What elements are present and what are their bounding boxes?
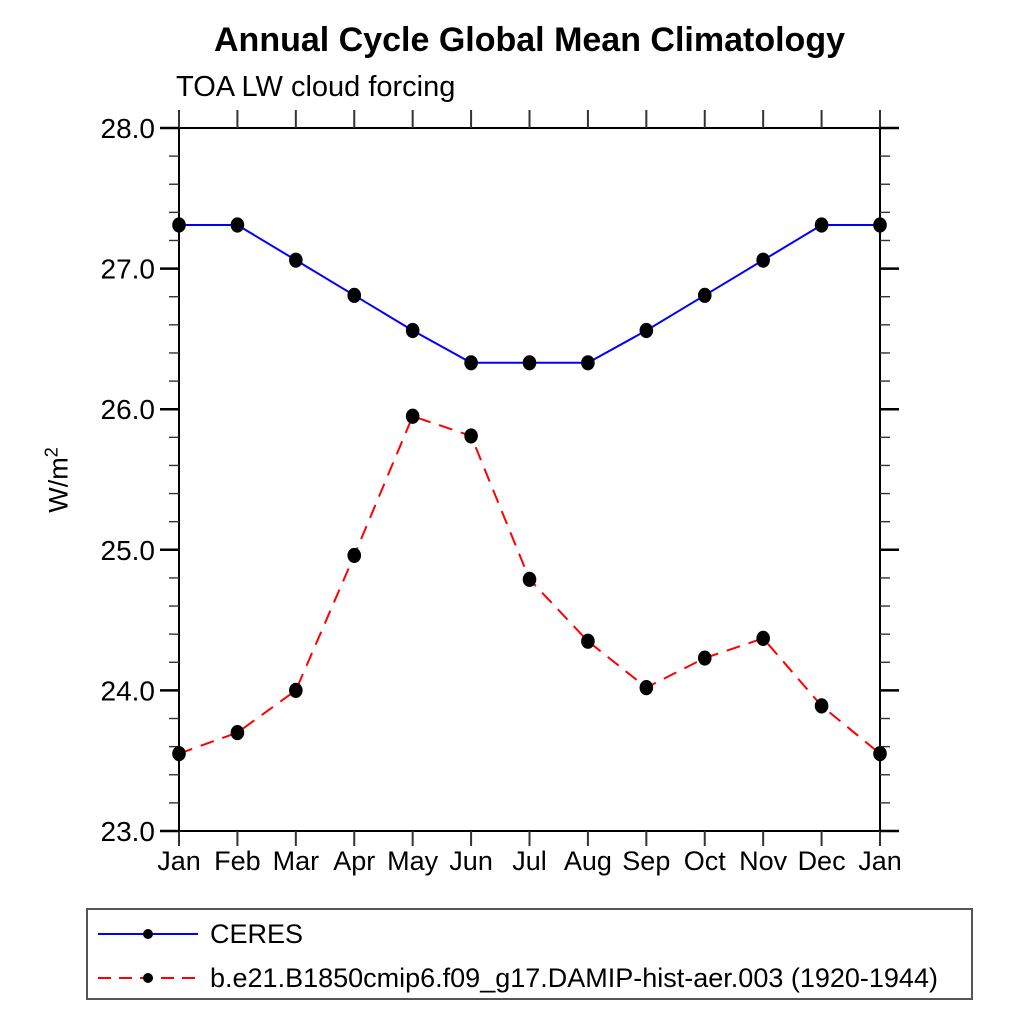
x-tick-label: Dec — [798, 846, 846, 876]
legend-sample-marker — [143, 929, 153, 939]
ceres-line — [179, 224, 880, 364]
x-tick-label: May — [387, 846, 439, 876]
model-line-sample — [98, 973, 198, 983]
y-tick-label: 23.0 — [101, 816, 156, 847]
data-point-marker — [405, 408, 420, 424]
data-point-marker — [639, 322, 654, 339]
data-point-marker — [581, 633, 595, 649]
legend-label-ceres: CERES — [210, 918, 304, 949]
x-tick-label: Apr — [333, 846, 375, 876]
data-point-marker — [464, 428, 478, 444]
x-tick-label: Mar — [273, 846, 320, 876]
data-point-marker — [581, 355, 595, 371]
y-tick-label: 25.0 — [101, 535, 156, 566]
data-point-marker — [639, 679, 654, 696]
y-tick-label: 27.0 — [101, 254, 156, 285]
chart-subtitle: TOA LW cloud forcing — [176, 71, 456, 103]
data-point-marker — [873, 217, 887, 233]
data-point-marker — [464, 355, 478, 371]
x-tick-label: Jan — [858, 846, 902, 876]
legend: CERES b.e21.B1850cmip6.f09_g17.DAMIP-his… — [86, 908, 973, 1000]
data-point-marker — [873, 746, 887, 762]
legend-label-model: b.e21.B1850cmip6.f09_g17.DAMIP-hist-aer.… — [210, 962, 938, 993]
x-tick-label: Feb — [214, 846, 261, 876]
y-tick-label: 26.0 — [101, 394, 156, 425]
data-point-marker — [522, 571, 537, 587]
plot-frame — [178, 127, 881, 832]
data-point-marker — [172, 746, 186, 762]
data-point-marker — [814, 217, 829, 233]
data-point-marker — [756, 630, 770, 646]
y-tick-label: 28.0 — [101, 113, 156, 144]
x-tick-label: Aug — [564, 846, 612, 876]
data-point-marker — [172, 217, 186, 233]
data-point-marker — [347, 547, 362, 564]
x-tick-label: Oct — [684, 846, 727, 876]
data-point-marker — [289, 682, 303, 699]
legend-row-ceres: CERES — [88, 912, 971, 956]
data-point-marker — [289, 252, 303, 268]
data-point-marker — [522, 355, 537, 371]
x-tick-label: Jan — [157, 846, 201, 876]
data-point-marker — [697, 287, 712, 303]
x-tick-label: Sep — [622, 846, 670, 876]
data-point-marker — [230, 217, 245, 233]
chart-title: Annual Cycle Global Mean Climatology — [214, 21, 845, 59]
data-point-marker — [814, 698, 829, 714]
legend-sample-marker — [143, 973, 153, 983]
data-point-marker — [230, 724, 245, 741]
data-point-marker — [405, 322, 420, 339]
x-tick-label: Jul — [512, 846, 547, 876]
x-tick-label: Jun — [449, 846, 493, 876]
data-point-marker — [697, 650, 712, 666]
ceres-line-sample — [98, 929, 198, 939]
x-tick-label: Nov — [739, 846, 788, 876]
data-point-marker — [347, 287, 362, 303]
data-point-marker — [756, 252, 770, 268]
legend-row-model: b.e21.B1850cmip6.f09_g17.DAMIP-hist-aer.… — [88, 956, 971, 1000]
y-tick-label: 24.0 — [101, 675, 156, 706]
